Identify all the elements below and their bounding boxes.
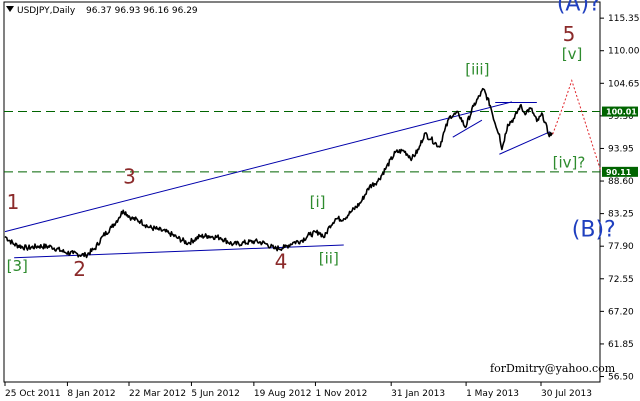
- symbol-label: USDJPY,Daily: [17, 6, 76, 16]
- y-tick-label: 104.65: [608, 79, 640, 89]
- symbol-dropdown-icon: [6, 6, 14, 12]
- channel-line: [452, 119, 483, 138]
- wave-label: 3: [123, 164, 136, 188]
- channel-line: [499, 131, 551, 155]
- x-tick-label: 19 Aug 2012: [254, 389, 312, 399]
- x-tick-label: 30 Jul 2013: [541, 389, 592, 399]
- chart-header: USDJPY,Daily 96.37 96.93 96.16 96.29: [6, 6, 198, 16]
- y-tick-label: 61.85: [608, 340, 634, 350]
- x-tick-label: 22 Mar 2012: [129, 389, 186, 399]
- price-line: [4, 87, 554, 259]
- wave-label: [iii]: [465, 60, 489, 78]
- y-tick-label: 88.60: [608, 177, 634, 187]
- forecast-path: [552, 79, 602, 172]
- wave-label: 2: [73, 257, 86, 281]
- wave-label: 4: [275, 250, 288, 274]
- x-tick-label: 8 Jan 2012: [67, 389, 115, 399]
- level-tags: 100.01 90.11: [602, 106, 638, 177]
- y-tick-label: 67.20: [608, 307, 634, 317]
- y-axis: 115.35 110.00 104.65 99.30 93.95 88.60 83.25 77…: [600, 14, 640, 383]
- x-tick-label: 5 Jun 2012: [191, 389, 239, 399]
- y-tick-label: 72.55: [608, 275, 634, 285]
- price-series: [4, 87, 554, 259]
- wave-label: [ii]: [319, 249, 339, 267]
- channel-line: [4, 101, 512, 233]
- y-tick-label: 99.30: [608, 112, 634, 122]
- wave-label: [i]: [310, 193, 326, 211]
- level-tag-bg: [602, 106, 638, 117]
- y-tick-label: 83.25: [608, 210, 634, 220]
- x-tick-label: 31 Jan 2013: [391, 389, 445, 399]
- x-tick-label: 1 May 2013: [466, 389, 519, 399]
- y-tick-label: 93.95: [608, 144, 634, 154]
- watermark: forDmitry@yahoo.com: [490, 362, 616, 375]
- y-tick-label: 115.35: [608, 14, 640, 24]
- plot-frame: [3, 1, 601, 383]
- forecast-line: [552, 79, 602, 172]
- y-tick-label: 110.00: [608, 47, 640, 57]
- level-tag-label: 100.01: [606, 108, 637, 117]
- horizontal-levels: [4, 111, 600, 173]
- level-tag-label: 90.11: [606, 168, 632, 177]
- y-tick-label: 77.90: [608, 242, 634, 252]
- wave-label: (A)?: [557, 0, 601, 17]
- wave-labels: 1 [3] 2 3 4 [i] [ii] [iii] [iv]? [v]5 (A)? (B)?: [7, 0, 616, 281]
- x-tick-label: 1 Nov 2012: [315, 389, 367, 399]
- level-tag-bg: [602, 166, 638, 177]
- wave-label: [v]: [562, 45, 583, 63]
- wave-label: 5: [563, 22, 576, 46]
- wave-label: [3]: [7, 257, 28, 275]
- x-axis: 25 Oct 2011 8 Jan 2012 22 Mar 2012 5 Jun 20…: [4, 382, 592, 399]
- wave-label: 1: [7, 190, 20, 214]
- wave-label: (B)?: [572, 217, 616, 242]
- ohlc-values: 96.37 96.93 96.16 96.29: [86, 6, 198, 16]
- x-tick-label: 25 Oct 2011: [5, 389, 61, 399]
- wave-label: [iv]?: [553, 154, 586, 172]
- y-tick-label: 56.50: [608, 373, 634, 383]
